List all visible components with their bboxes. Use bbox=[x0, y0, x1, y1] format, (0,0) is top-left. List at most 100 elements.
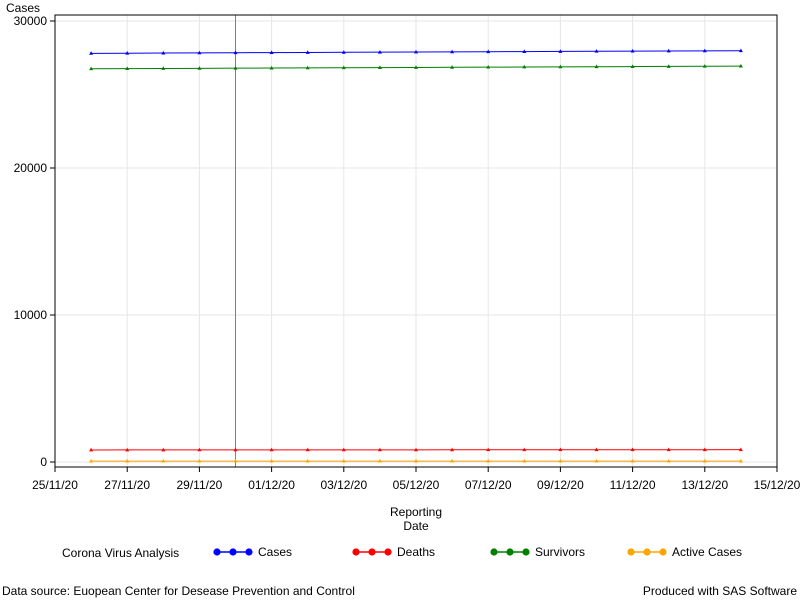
x-tick-label: 25/11/20 bbox=[32, 478, 78, 492]
data-point bbox=[594, 49, 599, 53]
data-point bbox=[341, 458, 346, 463]
data-point bbox=[738, 63, 743, 68]
data-point bbox=[125, 50, 130, 55]
data-point bbox=[414, 458, 418, 463]
legend-item-cases: Cases bbox=[213, 545, 292, 559]
legend-swatch-marker bbox=[368, 548, 376, 556]
legend-swatch-marker bbox=[245, 548, 253, 556]
data-point bbox=[269, 50, 274, 55]
data-point bbox=[522, 49, 527, 53]
data-point bbox=[450, 65, 455, 69]
data-point bbox=[377, 65, 382, 69]
data-point bbox=[486, 447, 491, 452]
x-tick-label: 13/12/20 bbox=[681, 478, 728, 492]
data-point bbox=[738, 458, 743, 463]
data-source-note: Data source: Euopean Center for Desease … bbox=[2, 584, 355, 598]
y-tick-label: 10000 bbox=[14, 308, 48, 322]
data-point bbox=[594, 447, 599, 452]
legend-item-survivors: Survivors bbox=[490, 545, 585, 559]
data-point bbox=[305, 458, 310, 463]
data-point bbox=[89, 458, 94, 463]
data-point bbox=[233, 458, 238, 463]
x-tick-label: 29/11/20 bbox=[176, 478, 222, 492]
series-group bbox=[89, 48, 743, 463]
software-credit: Produced with SAS Software bbox=[642, 584, 797, 598]
x-tick-label: 09/12/20 bbox=[537, 478, 584, 492]
data-point bbox=[233, 50, 238, 55]
data-point bbox=[414, 447, 418, 452]
data-point bbox=[197, 50, 202, 55]
data-point bbox=[197, 66, 202, 70]
data-point bbox=[558, 64, 563, 69]
x-axis-title-line-1: Reporting bbox=[390, 505, 442, 519]
legend-swatch-marker bbox=[229, 548, 237, 556]
data-point bbox=[666, 447, 671, 452]
y-tick-label: 30000 bbox=[14, 14, 48, 28]
data-point bbox=[125, 66, 130, 71]
data-point bbox=[161, 458, 166, 463]
y-tick-label: 20000 bbox=[14, 161, 48, 175]
legend-label: Active Cases bbox=[672, 545, 742, 559]
data-point bbox=[305, 65, 310, 70]
data-point bbox=[305, 447, 310, 452]
data-point bbox=[630, 447, 635, 452]
legend-swatch-marker bbox=[490, 548, 498, 556]
x-tick-label: 07/12/20 bbox=[465, 478, 512, 492]
data-point bbox=[630, 458, 635, 463]
data-point bbox=[486, 64, 491, 69]
legend-label: Survivors bbox=[535, 545, 585, 559]
x-tick-label: 01/12/20 bbox=[248, 478, 295, 492]
data-point bbox=[89, 51, 94, 55]
legend-swatch-marker bbox=[352, 548, 360, 556]
data-point bbox=[377, 447, 382, 452]
data-point bbox=[89, 447, 94, 452]
data-point bbox=[341, 50, 346, 54]
data-point bbox=[486, 458, 491, 463]
data-point bbox=[738, 48, 743, 53]
y-axis-title: Cases bbox=[6, 1, 40, 15]
x-axis-title-line-2: Date bbox=[403, 519, 429, 533]
legend-swatch-marker bbox=[522, 548, 530, 556]
data-point bbox=[305, 50, 310, 54]
x-tick-label: 27/11/20 bbox=[104, 478, 150, 492]
legend-item-deaths: Deaths bbox=[352, 545, 435, 559]
data-point bbox=[702, 458, 707, 463]
data-point bbox=[197, 447, 202, 452]
legend-swatch-marker bbox=[213, 548, 221, 556]
y-axis: 0 10000 20000 30000 bbox=[14, 14, 55, 469]
data-point bbox=[269, 65, 274, 70]
data-point bbox=[197, 458, 202, 463]
legend-swatch-marker bbox=[506, 548, 514, 556]
legend-label: Deaths bbox=[397, 545, 435, 559]
data-point bbox=[450, 458, 455, 463]
data-point bbox=[161, 66, 166, 70]
data-point bbox=[630, 64, 635, 68]
legend-swatch-marker bbox=[643, 548, 651, 556]
legend-label: Cases bbox=[258, 545, 292, 559]
data-point bbox=[666, 458, 671, 463]
legend-swatch-marker bbox=[627, 548, 635, 556]
grid-lines bbox=[55, 15, 777, 467]
data-point bbox=[161, 50, 166, 55]
data-point bbox=[702, 64, 707, 68]
data-point bbox=[738, 447, 743, 452]
data-point bbox=[522, 64, 527, 69]
x-tick-label: 03/12/20 bbox=[320, 478, 367, 492]
data-point bbox=[125, 458, 130, 463]
x-tick-label: 15/12/20 bbox=[754, 478, 800, 492]
data-point bbox=[341, 65, 346, 70]
legend-item-active-cases: Active Cases bbox=[627, 545, 742, 559]
data-point bbox=[666, 48, 671, 53]
data-point bbox=[558, 447, 563, 452]
data-point bbox=[630, 48, 635, 53]
data-point bbox=[450, 49, 455, 54]
data-point bbox=[125, 447, 130, 452]
data-point bbox=[377, 49, 382, 54]
data-point bbox=[594, 458, 599, 463]
data-point bbox=[522, 458, 527, 463]
data-point bbox=[341, 447, 346, 452]
data-point bbox=[269, 447, 274, 452]
x-tick-label: 11/12/20 bbox=[610, 478, 656, 492]
data-point bbox=[486, 49, 491, 54]
